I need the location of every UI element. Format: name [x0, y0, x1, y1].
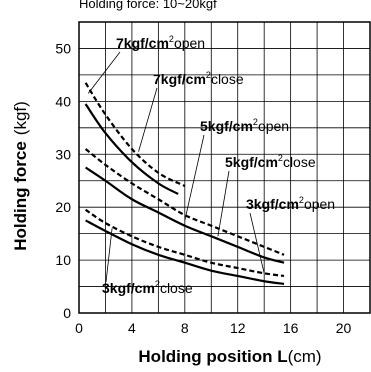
- plot-frame: [78, 21, 371, 314]
- x-axis-title-bold: Holding position L: [138, 347, 287, 366]
- y-axis-title: Holding force (kgf): [11, 101, 30, 251]
- y-tick-label: 40: [55, 93, 71, 109]
- series-line: [84, 82, 186, 188]
- x-tick-label: 16: [283, 320, 299, 336]
- y-tick-label: 20: [55, 199, 71, 215]
- annotation-leader: [87, 51, 121, 94]
- annotation-superscript: 2: [155, 279, 160, 289]
- series-line: [85, 166, 285, 264]
- annotation-state: open: [258, 118, 289, 134]
- annotation-state: close: [283, 154, 316, 170]
- series-line: [84, 103, 179, 195]
- annotation-pressure: 5kgf/cm: [225, 154, 278, 170]
- annotation-pressure: 7kgf/cm: [116, 35, 169, 51]
- annotation-leaders: [87, 51, 265, 283]
- annotation-labels: 7kgf/cm2open7kgf/cm2close5kgf/cm2open5kg…: [102, 34, 335, 296]
- annotation-superscript: 2: [206, 70, 211, 80]
- series-line: [85, 208, 285, 278]
- x-tick-label: 20: [336, 320, 352, 336]
- annotation-pressure: 7kgf/cm: [153, 71, 206, 87]
- annotation-leader: [217, 170, 230, 237]
- y-tick-label: 30: [55, 146, 71, 162]
- x-tick-label: 12: [230, 320, 246, 336]
- annotation-leader: [249, 212, 265, 274]
- series-line: [85, 219, 285, 285]
- annotation-pressure: 3kgf/cm: [246, 196, 299, 212]
- series-annotation: 7kgf/cm2close: [153, 70, 244, 87]
- y-axis-title-unit: (kgf): [11, 101, 30, 135]
- x-axis-title: Holding position L(cm): [138, 347, 321, 366]
- annotation-superscript: 2: [278, 153, 283, 163]
- x-tick-label: 0: [75, 320, 83, 336]
- annotation-superscript: 2: [169, 34, 174, 44]
- annotation-leader: [105, 228, 113, 283]
- series-annotation: 3kgf/cm2close: [102, 279, 193, 296]
- grid-lines: [79, 22, 370, 313]
- chart-subtitle: Holding force: 10~20kgf: [79, 0, 217, 11]
- annotation-pressure: 5kgf/cm: [200, 118, 253, 134]
- annotation-leader: [138, 87, 158, 152]
- series-annotation: 5kgf/cm2close: [225, 153, 316, 170]
- annotation-state: close: [160, 280, 193, 296]
- annotation-state: close: [211, 71, 244, 87]
- x-axis-title-unit: (cm): [288, 347, 322, 366]
- annotation-pressure: 3kgf/cm: [102, 280, 155, 296]
- annotation-leader: [184, 134, 205, 221]
- annotation-state: open: [304, 196, 335, 212]
- axis-ticks: 0 4 8 12 16 20 0 10 20 30 40 50: [55, 40, 351, 336]
- series-annotation: 3kgf/cm2open: [246, 195, 335, 212]
- annotation-superscript: 2: [299, 195, 304, 205]
- x-tick-label: 8: [181, 320, 189, 336]
- annotation-state: open: [174, 35, 205, 51]
- annotation-superscript: 2: [253, 117, 258, 127]
- y-tick-label: 10: [55, 252, 71, 268]
- series-annotation: 7kgf/cm2open: [116, 34, 205, 51]
- y-tick-label: 50: [55, 40, 71, 56]
- series-annotation: 5kgf/cm2open: [200, 117, 289, 134]
- y-tick-label: 0: [63, 305, 71, 321]
- x-tick-label: 4: [128, 320, 136, 336]
- y-axis-title-bold: Holding force: [11, 141, 30, 251]
